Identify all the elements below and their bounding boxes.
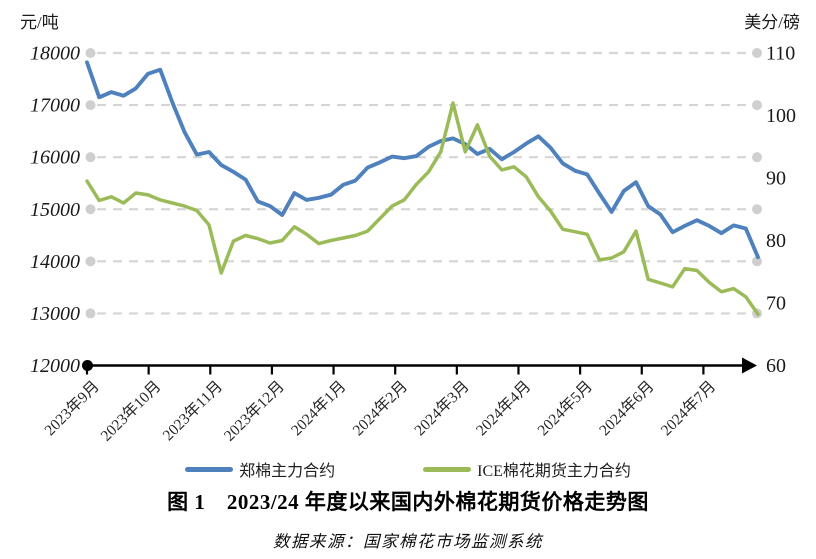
gridline-left-dot [85,256,96,267]
x-axis-arrow [742,357,757,374]
x-tick-label: 2023年10月 [97,377,165,445]
x-tick-label: 2024年1月 [287,377,349,439]
x-tick-label: 2024年3月 [411,377,473,439]
gridline-left-dot [85,48,96,58]
y-axis-label-right: 60 [766,355,786,377]
y-axis-label-left: 13000 [30,303,80,325]
gridline-left-dot [85,100,96,111]
legend-swatch-zheng-cotton [185,466,234,472]
price-trend-chart-canvas: 18000 17000 16000 15000 14000 13000 12000 110 10… [20,13,800,445]
legend-item-zheng-cotton: 郑棉主力合约 [185,457,335,481]
y-axis-label-right: 70 [766,293,786,315]
gridline-right-dot [752,204,762,215]
x-tick-label: 2024年7月 [657,377,719,439]
gridline-right-dot [752,100,762,111]
gridline-right-dot [752,48,762,58]
y-axis-label-right: 90 [766,168,786,190]
y-axis-label-right: 100 [766,105,796,127]
x-tick-label: 2024年5月 [534,377,596,439]
x-tick-label: 2024年2月 [349,377,411,439]
series-line-zheng-cotton [85,60,760,260]
x-tick-label: 2023年11月 [159,377,226,444]
y-axis-label-left: 12000 [30,355,80,377]
y-axis-label-left: 14000 [30,251,80,273]
y-axis-label-left: 16000 [30,147,80,169]
x-tick-label: 2023年12月 [220,377,288,445]
legend-label-zheng-cotton: 郑棉主力合约 [239,463,336,480]
y-axis-label-left: 15000 [30,199,80,221]
legend-item-ice-cotton: ICE棉花期货主力合约 [423,457,631,481]
y-axis-label-right: 80 [766,230,786,252]
chart-legend: 郑棉主力合约 ICE棉花期货主力合约 [0,458,816,480]
gridline-left-dot [85,308,96,319]
x-tick-label: 2024年4月 [472,377,534,439]
right-axis-unit-label: 美分/磅 [744,13,800,32]
gridline-left-dot [85,152,96,163]
y-axis-label-right: 110 [766,43,795,65]
gridline-right-dot [752,152,762,163]
y-axis-label-left: 18000 [30,43,80,65]
gridline-right-dot [752,256,762,267]
figure-caption: 图 1 2023/24 年度以来国内外棉花期货价格走势图 [167,490,649,514]
y-axis-label-left: 17000 [30,95,80,117]
series-line-ice-cotton [85,101,760,317]
data-source-note: 数据来源：国家棉花市场监测系统 [273,532,543,551]
gridline-left-dot [85,204,96,215]
x-tick-label: 2023年9月 [41,377,103,439]
legend-swatch-ice-cotton [423,466,472,472]
left-axis-unit-label: 元/吨 [20,13,59,32]
x-tick-label: 2024年6月 [596,377,658,439]
legend-label-ice-cotton: ICE棉花期货主力合约 [477,463,631,480]
